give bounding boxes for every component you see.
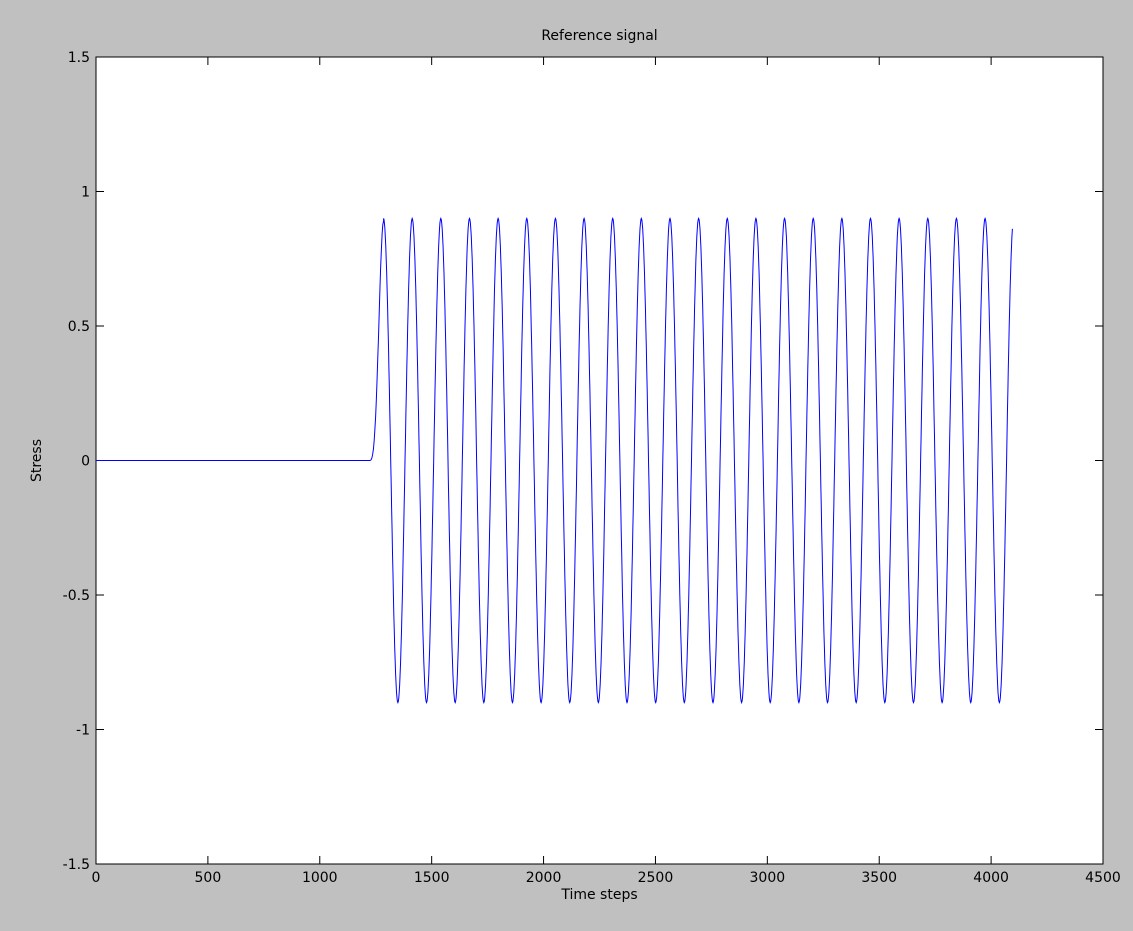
y-tick-label: 1: [81, 185, 90, 201]
chart-title: Reference signal: [541, 28, 657, 44]
y-tick-label: 1.5: [68, 50, 90, 66]
x-tick-label: 500: [195, 870, 222, 886]
x-tick-label: 2000: [526, 870, 562, 886]
x-axis-label: Time steps: [560, 887, 637, 903]
y-tick-labels: -1.5 -1 -0.5 0 0.5 1 1.5: [63, 50, 90, 873]
x-tick-labels: 0 500 1000 1500 2000 2500 3000 3500 4000 4500: [92, 870, 1121, 886]
series-line: [96, 216, 1013, 705]
x-tick-label: 0: [92, 870, 101, 886]
x-tick-label: 3500: [861, 870, 897, 886]
x-tick-label: 1500: [414, 870, 450, 886]
x-tick-label: 3000: [750, 870, 786, 886]
y-tick-label: 0.5: [68, 319, 90, 335]
y-tick-label: -1.5: [63, 857, 90, 873]
x-tick-label: 4000: [973, 870, 1009, 886]
y-axis-label: Stress: [29, 439, 45, 482]
x-tick-label: 2500: [638, 870, 674, 886]
y-tick-label: 0: [81, 454, 90, 470]
x-tick-label: 4500: [1085, 870, 1121, 886]
x-tick-label: 1000: [302, 870, 338, 886]
y-tick-label: -1: [76, 723, 90, 739]
y-tick-label: -0.5: [63, 588, 90, 604]
tick-marks: [95, 56, 1104, 865]
